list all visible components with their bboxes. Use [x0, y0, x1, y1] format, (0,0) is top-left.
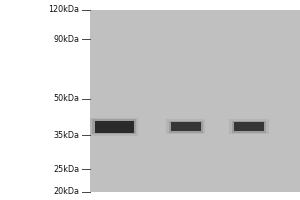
- Text: 120kDa: 120kDa: [49, 5, 80, 15]
- Bar: [169, 121, 203, 133]
- Bar: [92, 119, 136, 134]
- Text: 20kDa: 20kDa: [53, 188, 80, 196]
- Text: 90kDa: 90kDa: [53, 35, 80, 44]
- Bar: [90, 118, 138, 136]
- Bar: [234, 122, 264, 131]
- Bar: [171, 122, 201, 131]
- Bar: [232, 121, 266, 133]
- Text: 50kDa: 50kDa: [53, 94, 80, 103]
- Bar: [230, 119, 268, 134]
- Bar: [167, 119, 206, 134]
- Bar: [94, 121, 134, 133]
- Text: 35kDa: 35kDa: [53, 131, 80, 140]
- Bar: [90, 10, 300, 192]
- Text: 25kDa: 25kDa: [53, 165, 80, 174]
